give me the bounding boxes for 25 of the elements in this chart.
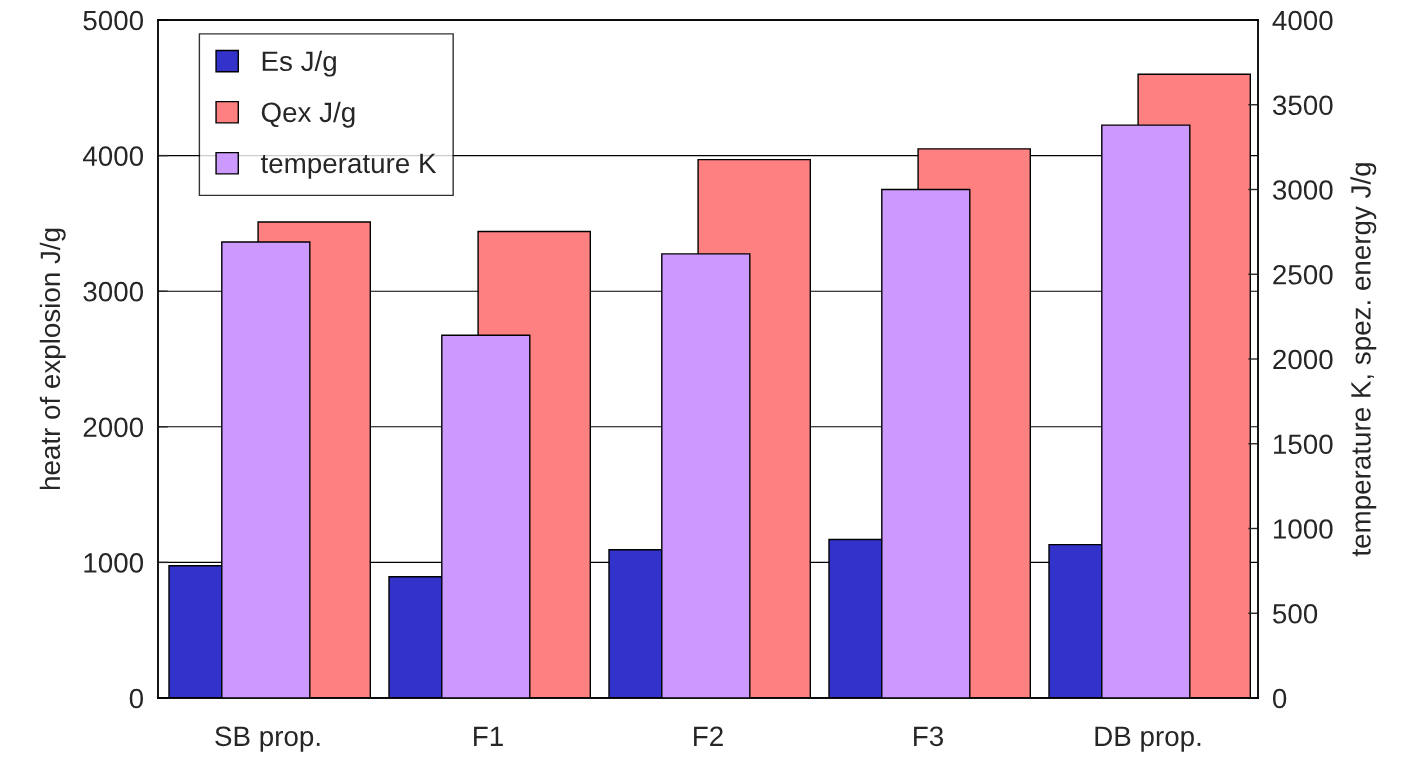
y2-tick-label: 1500	[1274, 434, 1333, 455]
y2-axis-title: temperature K, spez. energy J/g	[1350, 163, 1377, 557]
y2-tick-label: 2500	[1273, 264, 1333, 285]
y2-tick-label: 3500	[1272, 95, 1333, 116]
x-tick-label: F1	[474, 726, 503, 746]
x-tick-label: F2	[694, 726, 723, 746]
y2-tick-label: 4000	[1272, 10, 1333, 31]
legend-label: Es J/g	[262, 50, 336, 77]
y-tick-label: 5000	[83, 10, 144, 31]
y-tick-label: 0	[129, 688, 144, 709]
x-tick-label: SB prop.	[215, 726, 320, 752]
y-tick-label: 4000	[82, 146, 144, 166]
y2-tick-label: 3000	[1272, 180, 1333, 200]
y-tick-label: 2000	[83, 417, 144, 438]
legend-label: temperature K	[260, 153, 437, 179]
y2-tick-label: 0	[1272, 688, 1287, 709]
y-tick-label: 3000	[83, 281, 144, 302]
legend-label: Qex J/g	[261, 101, 355, 128]
y2-tick-label: 500	[1273, 603, 1318, 624]
x-tick-label: F3	[914, 726, 943, 747]
y-axis-title: heatr of explosion J/g	[39, 228, 66, 490]
y-tick-label: 1000	[84, 553, 144, 573]
x-tick-label: DB prop.	[1095, 726, 1201, 752]
y2-tick-label: 2000	[1273, 349, 1333, 370]
y2-tick-label: 1000	[1274, 519, 1333, 539]
